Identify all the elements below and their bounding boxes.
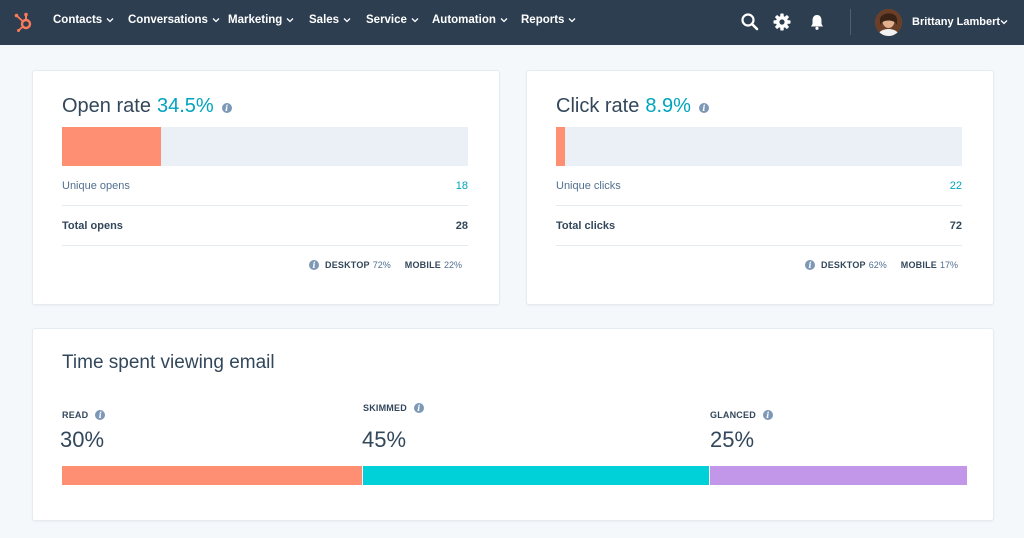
glanced-label-text: GLANCED xyxy=(710,410,756,420)
read-label-text: READ xyxy=(62,410,89,420)
bell-icon[interactable] xyxy=(807,12,827,32)
total-opens-row: Total opens 28 xyxy=(62,206,468,246)
chevron-down-icon xyxy=(500,18,508,23)
info-icon[interactable]: i xyxy=(698,102,709,113)
user-name[interactable]: Brittany Lambert xyxy=(912,16,1001,28)
skimmed-segment xyxy=(363,466,709,485)
open-device-breakdown: i DESKTOP 72% MOBILE 22% xyxy=(309,260,462,270)
info-icon[interactable]: i xyxy=(221,102,232,113)
click-device-breakdown: i DESKTOP 62% MOBILE 17% xyxy=(805,260,958,270)
unique-clicks-row: Unique clicks 22 xyxy=(556,166,962,206)
chevron-down-icon[interactable] xyxy=(1000,18,1008,26)
gear-icon[interactable] xyxy=(772,12,792,32)
unique-clicks-label: Unique clicks xyxy=(556,179,621,192)
open-rate-bar xyxy=(62,127,468,166)
info-icon[interactable]: i xyxy=(95,410,106,420)
open-rate-title: Open rate 34.5% i xyxy=(62,95,232,118)
nav-automation[interactable]: Automation xyxy=(432,14,508,26)
time-spent-card xyxy=(32,328,994,521)
open-rate-bar-fill xyxy=(62,127,162,166)
nav-marketing[interactable]: Marketing xyxy=(228,14,294,26)
mobile-value: 22% xyxy=(443,260,462,270)
nav-conversations-label: Conversations xyxy=(128,14,208,26)
open-rate-title-text: Open rate xyxy=(62,95,151,117)
click-rate-card xyxy=(526,70,994,305)
glanced-percent: 25% xyxy=(710,427,755,452)
read-percent: 30% xyxy=(60,427,105,452)
unique-clicks-value[interactable]: 22 xyxy=(949,179,962,192)
avatar[interactable] xyxy=(875,9,902,36)
mobile-label: MOBILE xyxy=(900,260,937,270)
total-opens-label: Total opens xyxy=(62,219,123,232)
nav-contacts-label: Contacts xyxy=(53,14,103,26)
nav-sales[interactable]: Sales xyxy=(309,14,351,26)
nav-service[interactable]: Service xyxy=(366,14,419,26)
info-icon[interactable]: i xyxy=(309,260,319,270)
info-icon[interactable]: i xyxy=(413,403,424,413)
time-spent-title: Time spent viewing email xyxy=(62,352,275,373)
glanced-label: GLANCED i xyxy=(710,410,773,420)
unique-opens-value[interactable]: 18 xyxy=(455,179,468,192)
nav-reports-label: Reports xyxy=(521,14,565,26)
read-label: READ i xyxy=(62,410,106,420)
nav-divider xyxy=(850,9,851,35)
nav-sales-label: Sales xyxy=(309,14,340,26)
nav-automation-label: Automation xyxy=(432,14,496,26)
click-rate-bar-fill xyxy=(556,127,565,166)
chevron-down-icon xyxy=(568,18,576,23)
nav-contacts[interactable]: Contacts xyxy=(53,14,114,26)
sprocket-logo-icon[interactable] xyxy=(13,11,35,33)
nav-conversations[interactable]: Conversations xyxy=(128,14,220,26)
click-rate-title-text: Click rate xyxy=(556,95,640,117)
skimmed-label-text: SKIMMED xyxy=(363,403,407,413)
mobile-label: MOBILE xyxy=(404,260,441,270)
mobile-value: 17% xyxy=(939,260,958,270)
search-icon[interactable] xyxy=(740,12,760,32)
top-nav: Contacts Conversations Marketing Sales S… xyxy=(0,0,1024,45)
nav-reports[interactable]: Reports xyxy=(521,14,576,26)
total-clicks-value: 72 xyxy=(949,219,962,232)
nav-service-label: Service xyxy=(366,14,407,26)
total-opens-value: 28 xyxy=(455,219,468,232)
unique-opens-label: Unique opens xyxy=(62,179,130,192)
click-rate-title: Click rate 8.9% i xyxy=(556,95,709,118)
chevron-down-icon xyxy=(411,18,419,23)
desktop-label: DESKTOP xyxy=(325,260,370,270)
total-clicks-label: Total clicks xyxy=(556,219,616,232)
click-rate-value: 8.9% xyxy=(645,95,691,117)
total-clicks-row: Total clicks 72 xyxy=(556,206,962,246)
chevron-down-icon xyxy=(286,18,294,23)
open-rate-value: 34.5% xyxy=(156,95,214,117)
info-icon[interactable]: i xyxy=(762,410,773,420)
desktop-label: DESKTOP xyxy=(821,260,866,270)
click-rate-bar xyxy=(556,127,962,166)
chevron-down-icon xyxy=(106,18,114,23)
skimmed-label: SKIMMED i xyxy=(363,403,424,413)
desktop-value: 72% xyxy=(372,260,391,270)
chevron-down-icon xyxy=(343,18,351,23)
glanced-segment xyxy=(710,466,967,485)
open-rate-card xyxy=(32,70,500,305)
desktop-value: 62% xyxy=(868,260,887,270)
avatar-image xyxy=(875,9,902,36)
skimmed-percent: 45% xyxy=(362,427,407,452)
read-segment xyxy=(62,466,362,485)
nav-marketing-label: Marketing xyxy=(228,14,283,26)
chevron-down-icon xyxy=(212,18,220,23)
unique-opens-row: Unique opens 18 xyxy=(62,166,468,206)
info-icon[interactable]: i xyxy=(805,260,815,270)
